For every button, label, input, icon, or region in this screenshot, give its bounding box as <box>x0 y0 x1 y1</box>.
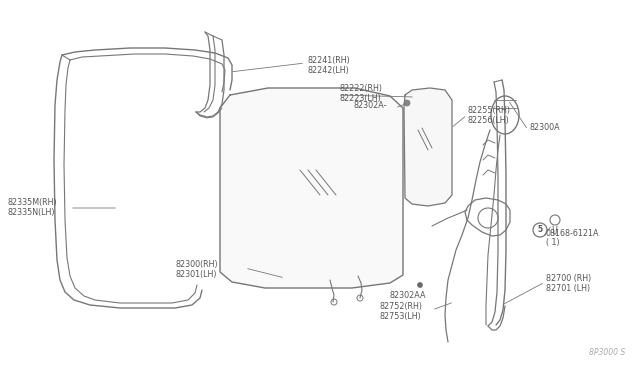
Text: 82302AA: 82302AA <box>390 291 426 299</box>
Text: 82255(RH): 82255(RH) <box>468 106 511 115</box>
Text: 8P3000 S: 8P3000 S <box>589 348 625 357</box>
Circle shape <box>404 100 410 106</box>
Polygon shape <box>404 88 452 206</box>
Text: 82700 (RH): 82700 (RH) <box>546 273 591 282</box>
Text: 82300A: 82300A <box>530 122 561 131</box>
Text: 82335N(LH): 82335N(LH) <box>8 208 56 218</box>
Text: 82242(LH): 82242(LH) <box>308 65 349 74</box>
Circle shape <box>417 282 422 288</box>
Text: 82335M(RH): 82335M(RH) <box>8 199 58 208</box>
Text: 82241(RH): 82241(RH) <box>308 55 351 64</box>
Text: ( 1): ( 1) <box>546 237 559 247</box>
Text: 08168-6121A: 08168-6121A <box>546 228 600 237</box>
Text: 82301(LH): 82301(LH) <box>175 269 216 279</box>
Text: 82222(RH): 82222(RH) <box>340 83 383 93</box>
Text: 82300(RH): 82300(RH) <box>175 260 218 269</box>
Text: 5: 5 <box>538 225 543 234</box>
Text: 82701 (LH): 82701 (LH) <box>546 283 590 292</box>
Polygon shape <box>220 88 403 288</box>
Text: 82256(LH): 82256(LH) <box>468 115 509 125</box>
Text: 82223(LH): 82223(LH) <box>340 93 381 103</box>
Text: 82752(RH): 82752(RH) <box>380 301 423 311</box>
Text: 82302A-: 82302A- <box>354 100 387 109</box>
Text: 82753(LH): 82753(LH) <box>380 311 422 321</box>
